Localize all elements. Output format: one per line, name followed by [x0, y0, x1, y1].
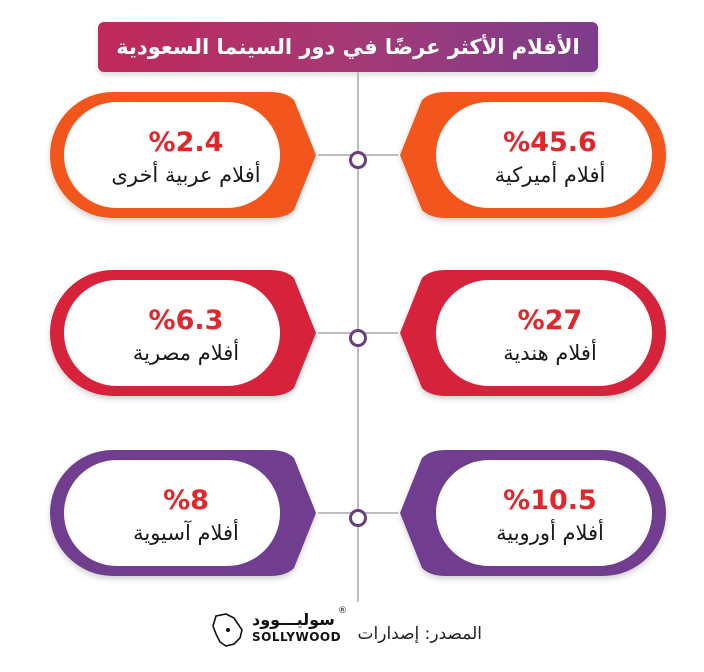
card-right-face-1 [436, 102, 652, 208]
card-right-face-2 [436, 280, 652, 386]
value-indian: %27 [517, 305, 583, 336]
label-asian: أفلام آسيوية [133, 521, 239, 545]
card-left-face-3 [64, 460, 280, 566]
card-right-face-3 [436, 460, 652, 566]
card-left-2: %6.3 أفلام مصرية [86, 304, 286, 368]
card-left-face-1 [64, 102, 280, 208]
value-asian: %8 [163, 485, 209, 516]
value-european: %10.5 [503, 485, 597, 516]
label-egyptian: أفلام مصرية [132, 341, 240, 365]
card-left-1: %2.4 أفلام عربية أخرى [86, 126, 286, 190]
source-text: المصدر: إصدارات [357, 624, 482, 644]
card-left-face-2 [64, 280, 280, 386]
label-american: أفلام أميركية [494, 163, 606, 187]
footer: المصدر: إصدارات ® سوليـــوود SOLLYWOOD [200, 600, 500, 660]
label-other-arab: أفلام عربية أخرى [111, 163, 261, 187]
title-banner: الأفلام الأكثر عرضًا في دور السينما السع… [98, 22, 598, 72]
card-right-2: %27 أفلام هندية [450, 304, 650, 368]
value-egyptian: %6.3 [148, 305, 224, 336]
value-other-arab: %2.4 [148, 127, 224, 158]
timeline-node-3 [349, 509, 367, 527]
card-right-3: %10.5 أفلام أوروبية [450, 484, 650, 548]
timeline-node-1 [349, 151, 367, 169]
brand-name-english: SOLLYWOOD [252, 630, 342, 644]
registered-mark: ® [338, 606, 347, 616]
label-indian: أفلام هندية [503, 341, 597, 365]
brand-name-arabic: سوليـــوود [252, 610, 335, 629]
chart-title: الأفلام الأكثر عرضًا في دور السينما السع… [116, 35, 580, 59]
label-european: أفلام أوروبية [496, 521, 604, 545]
value-american: %45.6 [503, 127, 597, 158]
card-left-3: %8 أفلام آسيوية [86, 484, 286, 548]
saudi-map-icon [212, 613, 243, 647]
timeline-node-2 [349, 329, 367, 347]
card-right-1: %45.6 أفلام أميركية [450, 126, 650, 190]
